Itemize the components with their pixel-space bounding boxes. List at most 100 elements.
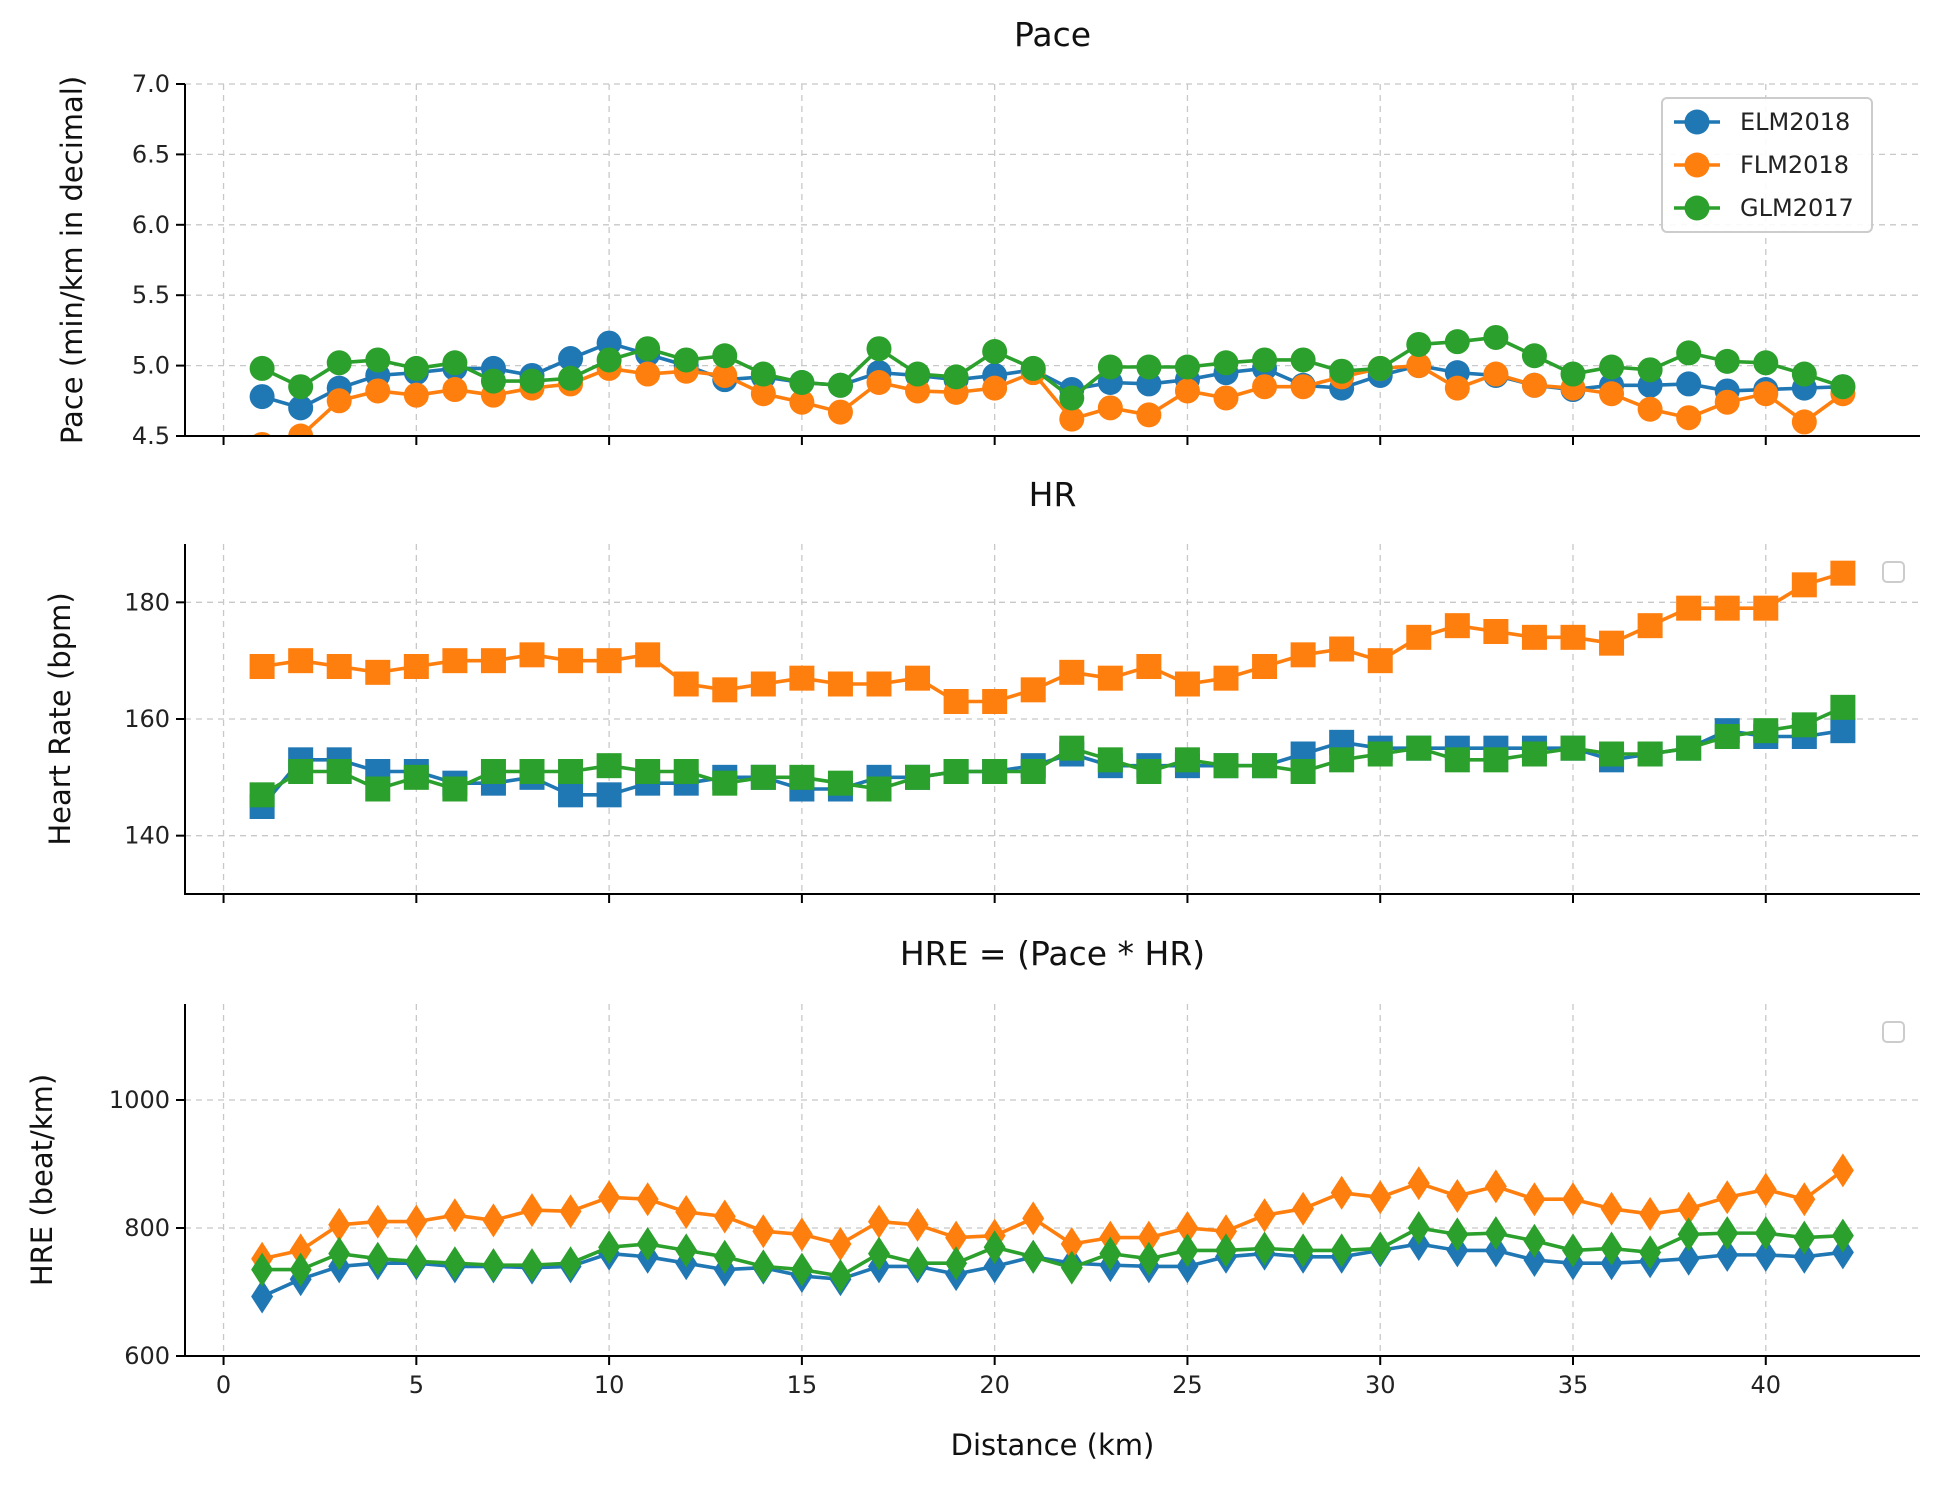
data-point [1022, 1201, 1045, 1236]
data-point [1716, 1216, 1739, 1251]
data-point [1521, 741, 1547, 767]
data-point [1329, 636, 1355, 662]
subplot-2: 140 160 180 HR Heart Rate (bpm) [43, 475, 1920, 903]
data-point [1099, 1236, 1122, 1271]
legend-item-ELM2018: ELM2018 [1674, 108, 1850, 136]
data-point [866, 671, 892, 697]
y-tick-label: 600 [124, 1342, 170, 1370]
data-point [251, 1252, 274, 1287]
data-point [1330, 1233, 1353, 1268]
subplot-3: 600 800 1000 0 5 10 15 20 25 30 35 40 HRE = (Pace * … [25, 934, 1920, 1462]
plot-area [249, 560, 1856, 819]
data-point [906, 1246, 929, 1281]
y-tick-label: 7.0 [132, 70, 170, 98]
y-tick-label: 6.5 [132, 140, 170, 168]
data-point [1676, 340, 1702, 366]
data-point [829, 1227, 852, 1261]
data-point [982, 689, 1008, 714]
data-point [1716, 1237, 1739, 1272]
data-point [1599, 381, 1625, 407]
data-point [480, 368, 506, 394]
data-point [326, 759, 352, 784]
data-point [1523, 1243, 1546, 1277]
data-point [905, 665, 931, 691]
data-point [1213, 350, 1239, 376]
data-point [1446, 1217, 1469, 1252]
data-point [365, 378, 391, 404]
data-point [288, 759, 314, 784]
data-point [1215, 1233, 1237, 1268]
data-point [1253, 1198, 1276, 1233]
data-point [596, 782, 622, 808]
data-point [558, 759, 584, 784]
data-point [326, 654, 352, 679]
data-point [1252, 347, 1278, 373]
data-point [866, 369, 892, 395]
subplot-1: 4.5 5.0 5.5 6.0 6.5 7.0 Pace Pace (min/km in de… [55, 15, 1920, 450]
data-point [1753, 350, 1779, 376]
data-point [249, 654, 275, 679]
x-tick-label: 35 [1558, 1371, 1589, 1399]
data-point [1174, 747, 1200, 773]
data-point [289, 1252, 312, 1287]
data-point [1830, 718, 1856, 744]
data-point [673, 671, 699, 697]
data-point [365, 776, 391, 802]
data-point [1367, 355, 1393, 381]
data-point [1174, 354, 1200, 380]
data-point [1253, 1231, 1276, 1266]
data-point [1560, 624, 1586, 650]
data-point [1830, 694, 1856, 720]
data-point [326, 388, 352, 414]
data-point [1714, 389, 1740, 415]
data-point [1599, 741, 1625, 767]
data-point [596, 347, 622, 373]
data-point [1215, 1214, 1237, 1249]
y-tick-label: 800 [124, 1214, 170, 1242]
data-point [1484, 1233, 1507, 1268]
data-point [675, 1195, 698, 1229]
data-point [1060, 1250, 1083, 1285]
data-point [1793, 1182, 1816, 1217]
data-point [1830, 560, 1856, 586]
data-point [1793, 1220, 1816, 1255]
data-point [1136, 402, 1162, 428]
x-tick-label: 5 [409, 1371, 424, 1399]
data-point [789, 369, 815, 395]
data-point [1831, 1218, 1854, 1253]
data-point [1677, 1217, 1700, 1252]
data-point [1407, 1166, 1430, 1201]
data-point [249, 355, 275, 381]
data-point [675, 1233, 698, 1268]
data-point [906, 1207, 929, 1242]
data-point [982, 375, 1008, 401]
data-point [521, 1248, 543, 1283]
data-point [1329, 358, 1355, 384]
series-GLM2017 [251, 1211, 1854, 1293]
data-point [1753, 595, 1779, 621]
data-point [827, 770, 853, 796]
data-point [1213, 385, 1239, 411]
data-point [827, 372, 853, 398]
data-point [790, 1252, 813, 1287]
data-point [1714, 724, 1740, 749]
data-point [596, 648, 622, 674]
data-point [1637, 357, 1663, 383]
data-point [829, 1259, 852, 1293]
data-point [558, 648, 584, 674]
data-point [1484, 1169, 1507, 1204]
data-point [1097, 354, 1123, 380]
data-point [558, 365, 584, 391]
data-point [983, 1249, 1006, 1284]
data-point [1791, 712, 1817, 738]
data-point [1560, 735, 1586, 761]
data-point [1637, 741, 1663, 767]
legend: ELM2018 FLM2018 GLM2017 [1661, 97, 1873, 233]
data-point [868, 1236, 890, 1271]
data-point [365, 659, 391, 685]
data-point [1754, 1216, 1777, 1251]
data-point [1290, 347, 1316, 373]
legend-item-GLM2017: GLM2017 [1674, 194, 1854, 222]
data-point [1754, 1237, 1777, 1272]
